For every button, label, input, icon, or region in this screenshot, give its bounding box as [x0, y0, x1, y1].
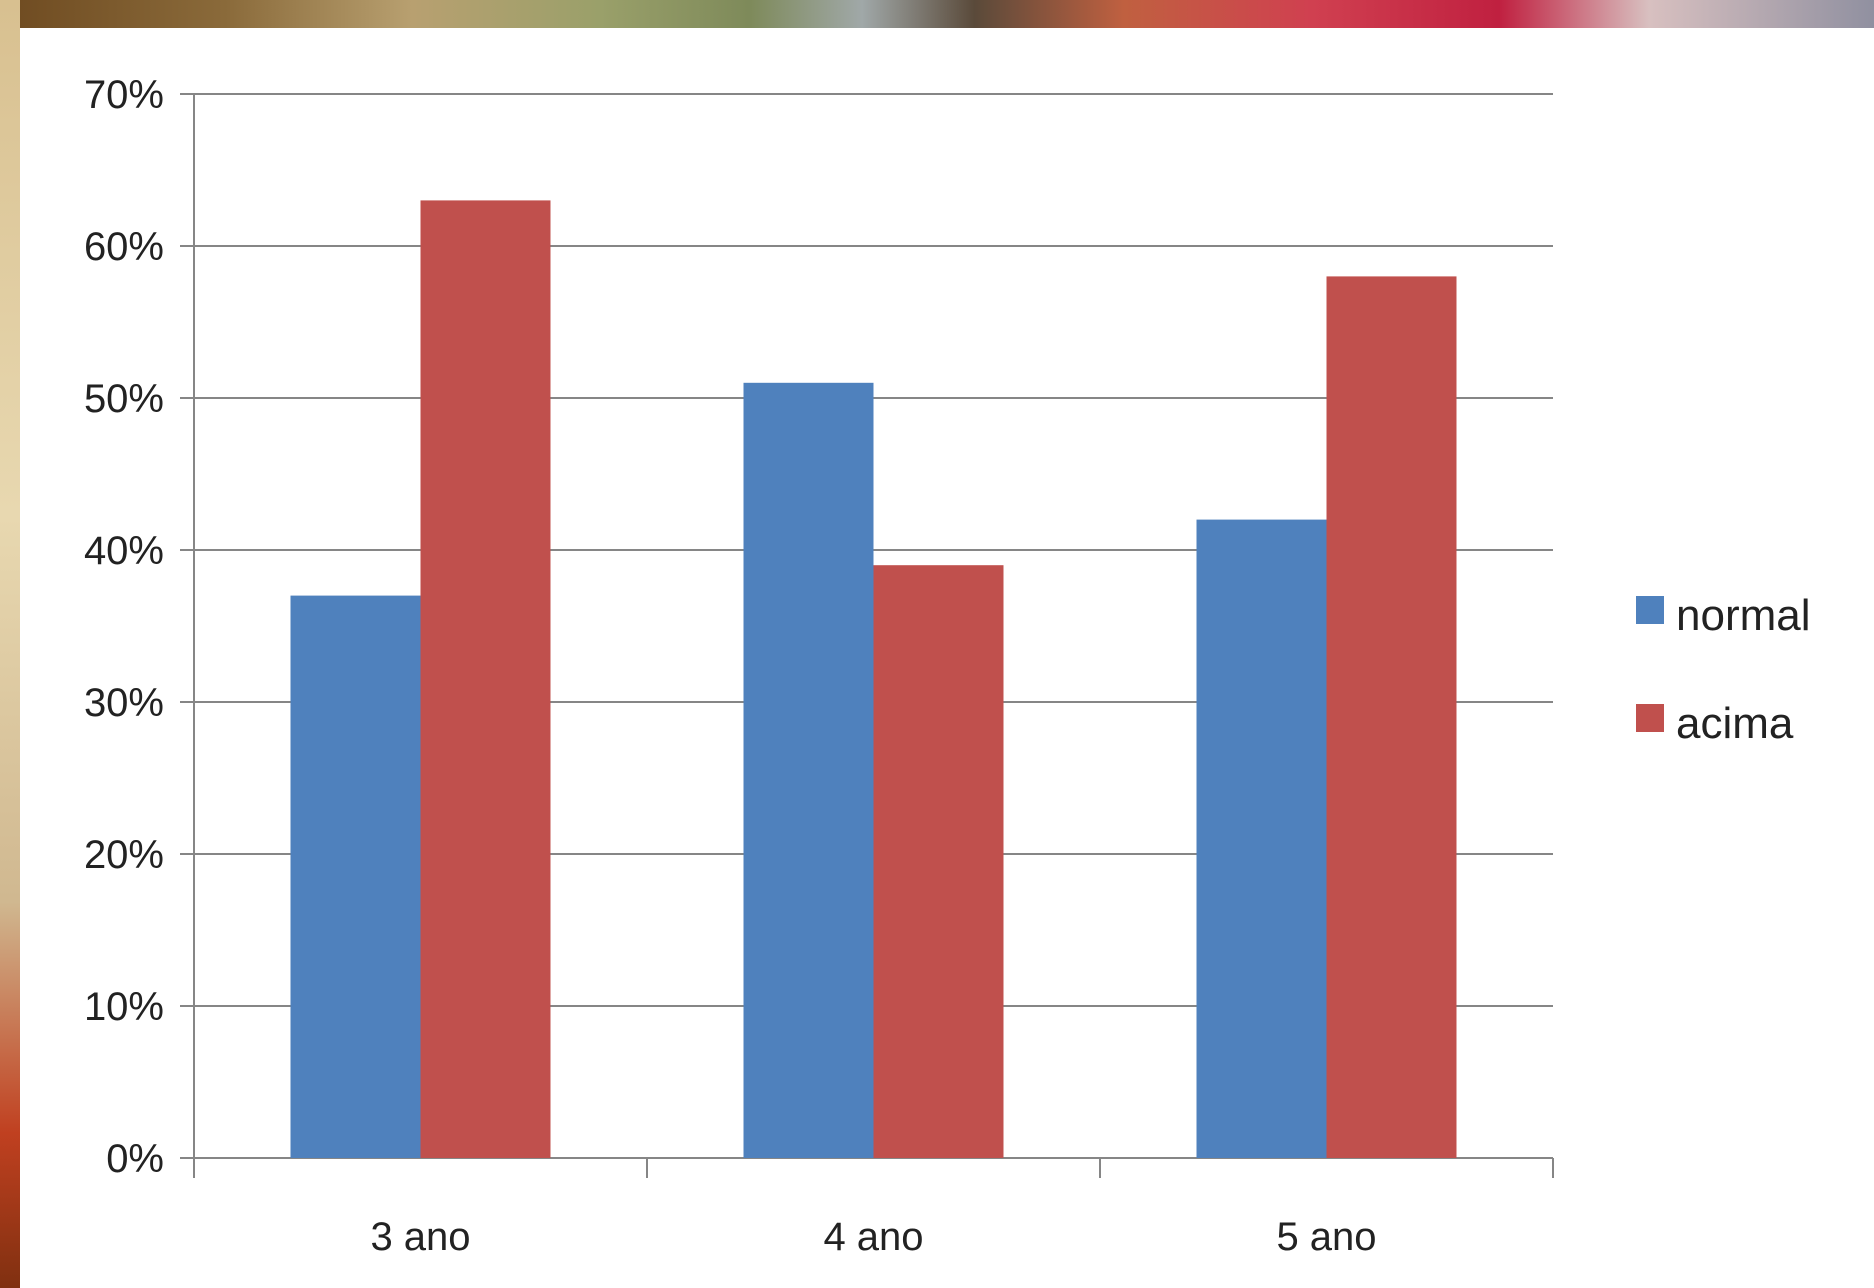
bar-acima: [873, 565, 1004, 1158]
y-tick-label: 20%: [84, 833, 164, 877]
y-tick-label: 50%: [84, 377, 164, 421]
y-tick-label: 30%: [84, 681, 164, 725]
legend-swatch: [1636, 704, 1664, 732]
x-category-label: 4 ano: [823, 1215, 923, 1259]
legend-swatch: [1636, 596, 1664, 624]
bar-acima: [420, 200, 551, 1158]
bar-normal: [1196, 519, 1327, 1158]
x-category-label: 5 ano: [1276, 1215, 1376, 1259]
background-strip-top: [0, 0, 1874, 28]
legend-label: normal: [1676, 591, 1811, 640]
background-strip-left: [0, 0, 20, 1288]
x-category-label: 3 ano: [370, 1215, 470, 1259]
y-tick-label: 10%: [84, 985, 164, 1029]
bar-normal: [290, 595, 421, 1158]
legend-label: acima: [1676, 699, 1794, 748]
y-tick-label: 70%: [84, 73, 164, 117]
bar-normal: [743, 382, 874, 1158]
y-tick-label: 40%: [84, 529, 164, 573]
y-tick-label: 60%: [84, 225, 164, 269]
y-tick-label: 0%: [106, 1137, 164, 1181]
bar-acima: [1326, 276, 1457, 1158]
